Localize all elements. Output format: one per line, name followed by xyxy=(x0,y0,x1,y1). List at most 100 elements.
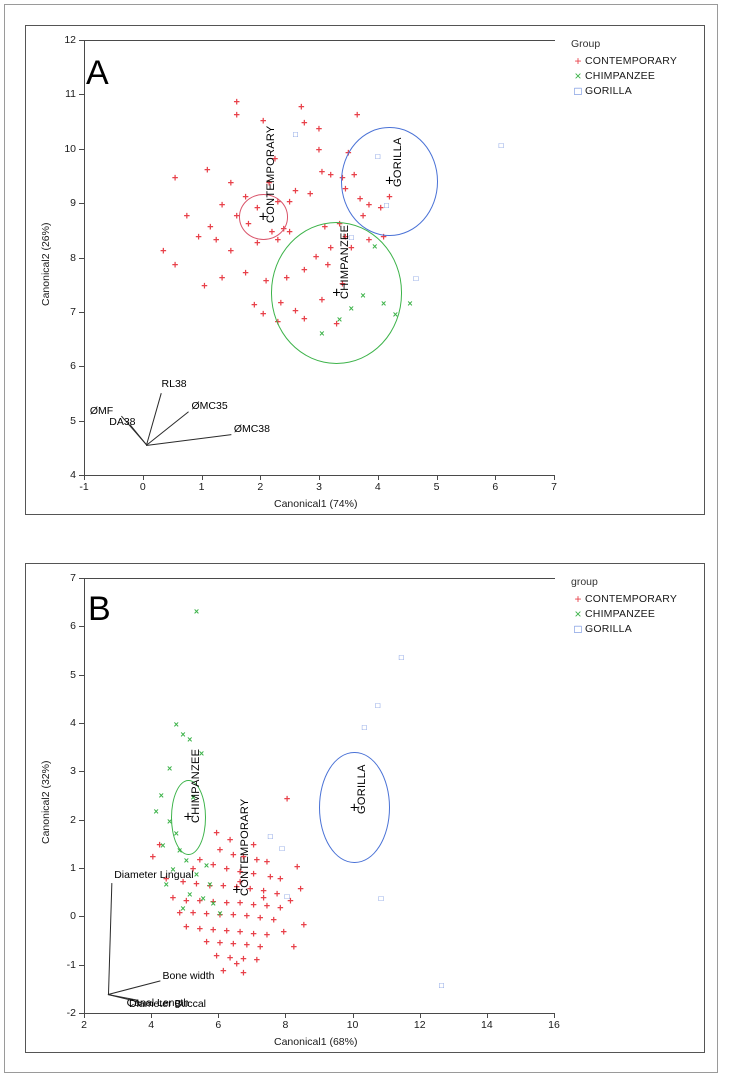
y-axis-title: Canonical2 (26%) xyxy=(40,222,52,306)
y-tick-label: 7 xyxy=(70,305,76,318)
x-tick-label: 3 xyxy=(316,481,322,493)
x-tick xyxy=(419,1013,421,1018)
loading-vector-label: Bone width xyxy=(162,970,215,983)
y-tick xyxy=(79,868,84,869)
centroid-marker-chimpanzee: + xyxy=(183,808,193,826)
x-tick-label: 10 xyxy=(346,1019,359,1031)
legend-symbol-icon: × xyxy=(574,68,582,83)
panel-a: -1 0 1 2 3 4 5 6 7 4 5 6 7 8 9 10 11 12 Canonical1 (74%) Ca… xyxy=(25,25,705,515)
loading-vector-label: Diameter Buccal xyxy=(128,998,207,1011)
y-tick xyxy=(79,311,84,313)
x-tick xyxy=(260,475,262,480)
x-tick-label: 4 xyxy=(374,481,381,493)
loading-vector-label: ØMF xyxy=(89,405,114,418)
x-tick xyxy=(201,475,203,480)
x-tick-label: 14 xyxy=(481,1019,493,1031)
x-tick xyxy=(554,1013,555,1018)
centroid-marker-contemporary: + xyxy=(232,881,242,899)
loading-vector-label: ØMC35 xyxy=(191,399,228,412)
y-tick xyxy=(79,420,84,422)
plot-frame xyxy=(84,40,555,476)
legend-label: CHIMPANZEE xyxy=(585,69,656,82)
x-tick xyxy=(377,475,379,480)
loading-vector-label: RL38 xyxy=(161,378,187,391)
legend-title: group xyxy=(571,576,598,588)
panel-letter: B xyxy=(88,590,111,628)
x-tick-label: 8 xyxy=(282,1019,289,1031)
x-tick-label: 2 xyxy=(81,1019,87,1031)
x-tick xyxy=(486,1013,488,1018)
y-tick-label: 7 xyxy=(70,572,76,584)
legend-title: Group xyxy=(571,38,601,50)
x-tick xyxy=(285,1013,287,1018)
y-tick xyxy=(79,771,84,773)
y-tick xyxy=(79,578,84,579)
group-ellipse-contemporary xyxy=(238,193,288,240)
loading-vector-label: Canal Length xyxy=(126,997,190,1010)
loading-vector-label: ØMC38 xyxy=(233,422,270,435)
x-tick xyxy=(352,1013,354,1018)
legend-label: CONTEMPORARY xyxy=(585,54,678,67)
group-label-gorilla: GORILLA xyxy=(356,763,369,814)
group-ellipse-chimpanzee xyxy=(170,779,206,855)
x-tick-label: 4 xyxy=(148,1019,155,1031)
x-tick xyxy=(554,475,555,480)
group-label-contemporary: CONTEMPORARY xyxy=(238,798,251,896)
group-label-contemporary: CONTEMPORARY xyxy=(265,125,278,223)
y-tick-label: 10 xyxy=(64,142,76,155)
x-tick xyxy=(151,1013,153,1018)
x-tick-label: -1 xyxy=(79,481,89,493)
legend-item-chimpanzee[interactable]: × CHIMPANZEE xyxy=(571,68,677,83)
y-tick-label: -2 xyxy=(66,1007,76,1019)
legend-item-gorilla[interactable]: □ GORILLA xyxy=(571,621,677,636)
y-tick-label: 8 xyxy=(70,251,76,264)
y-tick xyxy=(79,148,84,150)
y-tick xyxy=(79,203,84,205)
x-tick xyxy=(84,475,85,480)
legend-symbol-icon: × xyxy=(574,606,582,621)
y-tick xyxy=(79,94,84,96)
x-tick-label: 7 xyxy=(551,481,557,493)
legend-item-contemporary[interactable]: + CONTEMPORARY xyxy=(571,591,677,606)
x-tick-label: 0 xyxy=(139,481,146,493)
y-tick xyxy=(79,626,84,628)
y-tick xyxy=(79,916,84,918)
plot-frame xyxy=(84,578,555,1014)
loading-vector-label: DA38 xyxy=(109,416,136,429)
group-ellipse-gorilla xyxy=(319,752,390,864)
group-ellipse-gorilla xyxy=(341,127,438,236)
legend-item-gorilla[interactable]: □ GORILLA xyxy=(571,83,677,98)
legend-item-chimpanzee[interactable]: × CHIMPANZEE xyxy=(571,606,677,621)
x-tick xyxy=(218,1013,220,1018)
legend-symbol-icon: □ xyxy=(574,621,582,636)
x-tick-label: 5 xyxy=(433,481,440,493)
y-tick-label: 1 xyxy=(70,862,76,874)
centroid-marker-gorilla: + xyxy=(385,172,394,190)
x-tick-label: 16 xyxy=(548,1019,560,1031)
y-tick xyxy=(79,366,84,368)
legend-label: CHIMPANZEE xyxy=(585,607,656,620)
y-axis-title: Canonical2 (32%) xyxy=(40,760,52,844)
legend-label: GORILLA xyxy=(585,622,632,635)
y-tick-label: 5 xyxy=(70,668,76,681)
y-tick-label: -1 xyxy=(66,958,76,971)
x-tick xyxy=(142,475,144,480)
y-tick-label: 12 xyxy=(64,34,76,46)
y-tick xyxy=(79,475,84,476)
legend-label: CONTEMPORARY xyxy=(585,592,678,605)
y-tick xyxy=(79,1013,84,1014)
legend: group + CONTEMPORARY × CHIMPANZEE □ GORILLA xyxy=(571,576,677,636)
panel-letter: A xyxy=(86,54,109,92)
x-tick xyxy=(319,475,320,480)
centroid-marker-contemporary: + xyxy=(258,208,268,226)
y-tick xyxy=(79,964,84,966)
x-tick xyxy=(495,475,497,480)
x-tick-label: 12 xyxy=(413,1019,426,1031)
y-tick xyxy=(79,674,84,676)
legend-item-contemporary[interactable]: + CONTEMPORARY xyxy=(571,53,677,68)
legend-symbol-icon: + xyxy=(574,591,582,606)
centroid-marker-gorilla: + xyxy=(349,799,359,817)
legend: Group + CONTEMPORARY × CHIMPANZEE □ GORILLA xyxy=(571,38,677,98)
y-tick-label: 2 xyxy=(70,813,76,826)
panel-b: 2 4 6 8 10 12 14 16 -2 -1 0 1 2 3 4 5 6 7 Canonical1 (68%)… xyxy=(25,563,705,1053)
